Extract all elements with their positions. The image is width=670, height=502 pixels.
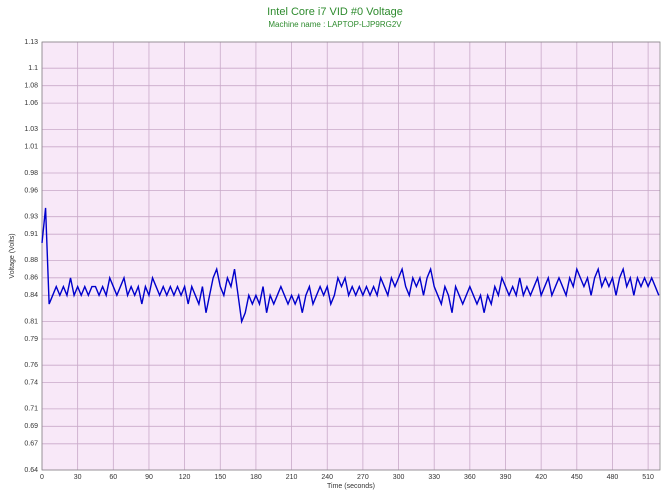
x-tick-label: 360 bbox=[464, 474, 476, 481]
y-tick-label: 0.86 bbox=[24, 275, 38, 282]
chart-title: Intel Core i7 VID #0 Voltage bbox=[267, 6, 403, 18]
x-tick-label: 210 bbox=[286, 474, 298, 481]
y-tick-label: 0.79 bbox=[24, 336, 38, 343]
y-tick-label: 0.88 bbox=[24, 257, 38, 264]
x-tick-label: 90 bbox=[145, 474, 153, 481]
x-tick-label: 120 bbox=[179, 474, 191, 481]
y-tick-label: 0.71 bbox=[24, 406, 38, 413]
x-tick-label: 60 bbox=[109, 474, 117, 481]
x-tick-label: 270 bbox=[357, 474, 369, 481]
chart-subtitle: Machine name : LAPTOP-LJP9RG2V bbox=[268, 20, 402, 29]
y-axis-label: Voltage (Volts) bbox=[9, 233, 16, 278]
y-tick-label: 1.01 bbox=[24, 144, 38, 151]
x-tick-label: 240 bbox=[321, 474, 333, 481]
x-tick-label: 420 bbox=[535, 474, 547, 481]
y-tick-label: 0.67 bbox=[24, 441, 38, 448]
y-tick-label: 0.98 bbox=[24, 170, 38, 177]
plot-area bbox=[42, 42, 660, 470]
y-tick-label: 1.03 bbox=[24, 126, 38, 133]
x-tick-label: 0 bbox=[40, 474, 44, 481]
y-tick-label: 0.64 bbox=[24, 467, 38, 474]
y-tick-label: 1.06 bbox=[24, 100, 38, 107]
x-tick-label: 300 bbox=[393, 474, 405, 481]
x-tick-label: 180 bbox=[250, 474, 262, 481]
x-tick-label: 480 bbox=[607, 474, 619, 481]
x-tick-label: 390 bbox=[500, 474, 512, 481]
x-tick-label: 150 bbox=[214, 474, 226, 481]
y-tick-label: 0.81 bbox=[24, 318, 38, 325]
y-tick-label: 0.84 bbox=[24, 292, 38, 299]
y-tick-label: 0.93 bbox=[24, 214, 38, 221]
y-tick-label: 1.1 bbox=[28, 65, 38, 72]
x-axis-label: Time (seconds) bbox=[327, 483, 375, 490]
y-tick-label: 1.08 bbox=[24, 83, 38, 90]
y-tick-label: 0.96 bbox=[24, 187, 38, 194]
data-line bbox=[41, 207, 660, 325]
y-tick-label: 0.91 bbox=[24, 231, 38, 238]
x-tick-label: 30 bbox=[74, 474, 82, 481]
x-tick-label: 510 bbox=[642, 474, 654, 481]
y-tick-label: 0.69 bbox=[24, 423, 38, 430]
x-tick-label: 330 bbox=[428, 474, 440, 481]
plot-frame bbox=[41, 41, 661, 471]
y-tick-label: 0.74 bbox=[24, 379, 38, 386]
y-tick-label: 0.76 bbox=[24, 362, 38, 369]
y-tick-label: 1.13 bbox=[24, 39, 38, 46]
x-tick-label: 450 bbox=[571, 474, 583, 481]
